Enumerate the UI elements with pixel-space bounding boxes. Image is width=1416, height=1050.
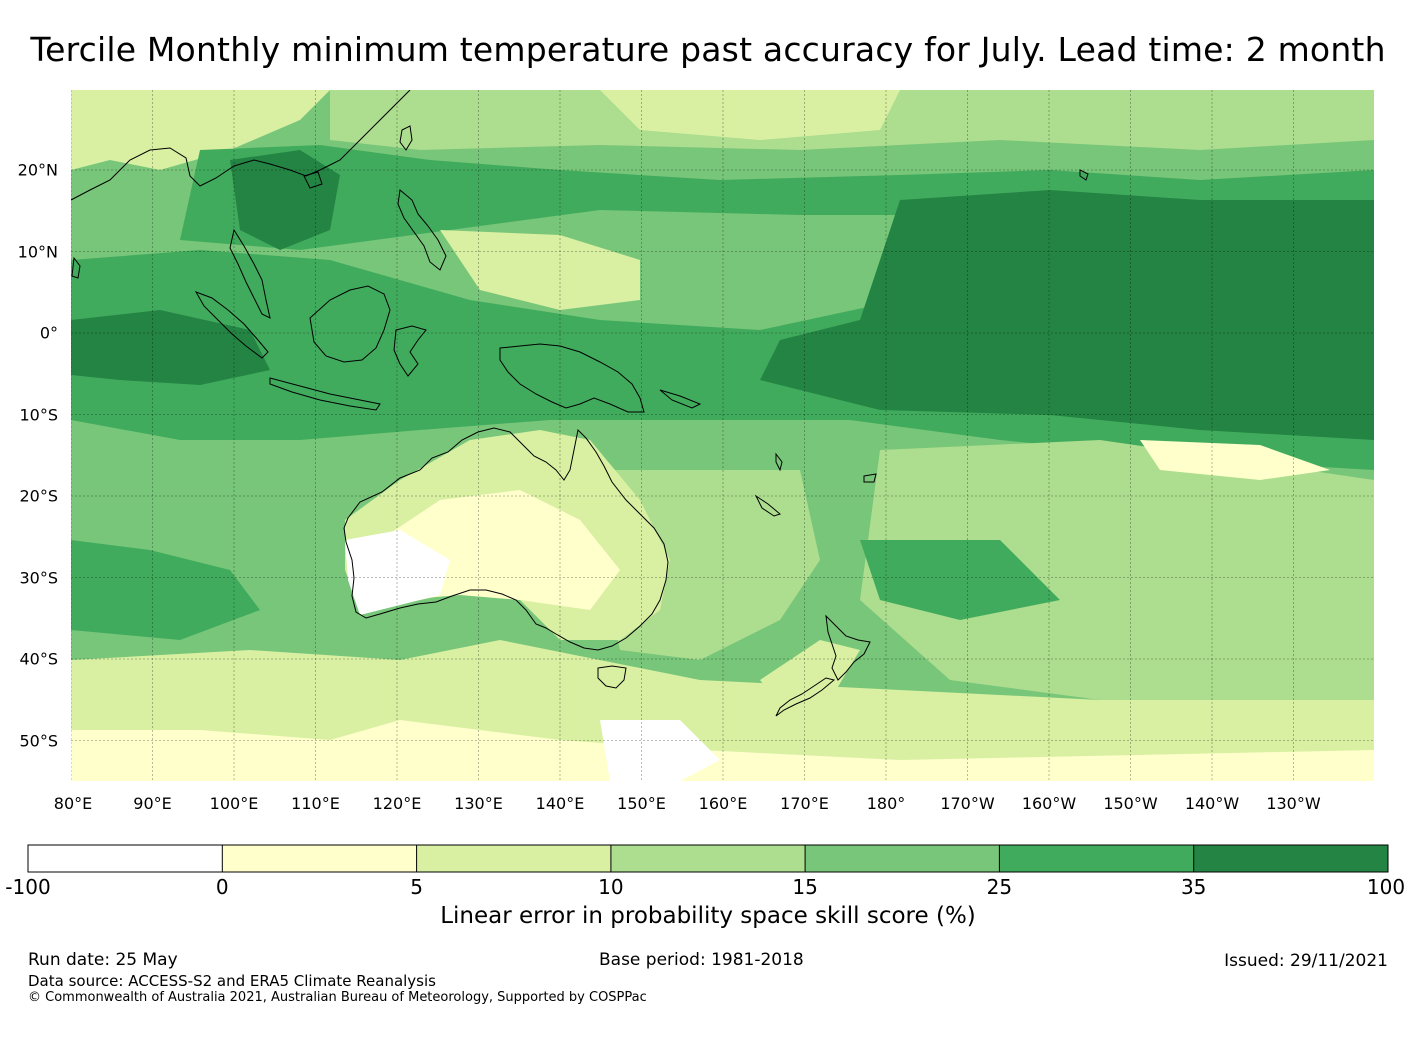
skill-field — [71, 90, 1374, 781]
colorbar-dividers — [221, 845, 1195, 872]
vanuatu-coastline — [775, 452, 783, 472]
graticule — [71, 90, 1374, 781]
skill-region-south-pacific — [860, 440, 1374, 700]
data-source: Data source: ACCESS-S2 and ERA5 Climate … — [28, 972, 436, 990]
lat-label: 30°S — [19, 568, 58, 587]
lon-label: 160°E — [698, 794, 748, 813]
colorbar-tick-label: 35 — [1180, 875, 1207, 899]
malay-peninsula-coastline — [229, 228, 271, 319]
lat-label: 20°N — [17, 160, 58, 180]
philippines-coastline — [397, 189, 447, 271]
map-title: Tercile Monthly minimum temperature past… — [30, 30, 1386, 69]
lat-label: 20°S — [19, 486, 58, 506]
lon-label: 150°E — [617, 794, 666, 813]
sri-lanka-coastline — [71, 256, 81, 279]
colorbar-bin-dark-green — [1193, 845, 1388, 872]
lon-label: 80°E — [53, 794, 93, 813]
colorbar-bin-pale-green — [416, 845, 611, 872]
lon-label: 90°E — [133, 794, 172, 813]
taiwan-coastline — [399, 125, 413, 151]
hainan-coastline — [303, 171, 323, 189]
skill-region-indochina-darkest — [230, 150, 340, 250]
base-period: Base period: 1981-2018 — [599, 950, 804, 970]
new-caledonia-coastline — [754, 494, 782, 517]
lon-label: 110°E — [291, 794, 340, 813]
colorbar-bin-green — [999, 845, 1194, 872]
colorbar-bin-light-green — [610, 845, 806, 872]
sulawesi-coastline — [393, 325, 427, 377]
australia-coastline — [343, 427, 669, 651]
issued-date: Issued: 29/11/2021 — [1224, 951, 1388, 971]
colorbar — [27, 844, 1389, 873]
lat-label: 50°S — [19, 731, 58, 750]
skill-region-western-australia-white — [345, 530, 450, 615]
lon-label: 150°W — [1103, 794, 1158, 813]
lon-label: 140°W — [1184, 794, 1240, 813]
solomon-islands-coastline — [659, 389, 702, 409]
lat-label: 0° — [39, 323, 58, 343]
lat-label: 10°N — [17, 242, 58, 261]
lon-label: 170°W — [940, 794, 995, 813]
skill-region-east-pale — [1140, 440, 1330, 480]
colorbar-frame — [27, 844, 1389, 873]
colorbar-bin-mid-green — [805, 845, 1000, 872]
colorbar-tick-label: 10 — [598, 875, 624, 899]
lon-label: 140°E — [535, 794, 585, 813]
colorbar-tick-label: 5 — [410, 875, 423, 899]
copyright-notice: © Commonwealth of Australia 2021, Austra… — [28, 990, 647, 1005]
colorbar-bin-white — [28, 845, 223, 872]
mainland-asia-coastline — [71, 90, 411, 201]
colorbar-tick-label: -100 — [5, 875, 51, 899]
lon-label: 180° — [866, 794, 906, 813]
skill-region-asia-dark — [180, 145, 1374, 250]
lon-label: 170°E — [780, 794, 829, 813]
new-guinea-coastline — [499, 343, 645, 413]
skill-region-northwest-pale — [71, 90, 330, 170]
new-zealand-south-coastline — [775, 677, 836, 717]
lon-label: 120°E — [372, 794, 422, 813]
colorbar-tick-label: 15 — [792, 875, 818, 899]
colorbar-bin-yellow — [222, 845, 417, 872]
skill-region-wpac-pale — [440, 230, 640, 310]
lon-label: 130°W — [1266, 794, 1321, 813]
lon-label: 130°E — [454, 794, 503, 813]
sumatra-coastline — [194, 291, 269, 359]
skill-region-west-equatorial-darkest — [71, 310, 270, 385]
lon-label: 160°W — [1021, 794, 1077, 813]
skill-region-equatorial-darkest — [760, 190, 1374, 440]
colorbar-label: Linear error in probability space skill … — [440, 903, 976, 929]
skill-region-south-pacific-dark — [860, 540, 1060, 620]
coastlines — [71, 90, 1089, 717]
lon-label: 100°E — [209, 794, 259, 813]
lat-label: 40°S — [19, 649, 58, 669]
hawaii-coastline — [1079, 169, 1089, 181]
colorbar-tick-label: 0 — [215, 875, 229, 899]
tasmania-coastline — [597, 665, 627, 689]
colorbar-tick-label: 100 — [1366, 875, 1406, 899]
skill-region-south-yellow — [71, 720, 1374, 781]
fiji-coastline — [863, 473, 877, 483]
skill-region-south-white — [600, 720, 720, 781]
new-zealand-north-coastline — [825, 614, 871, 681]
colorbar-tick-label: 25 — [986, 875, 1013, 899]
lat-label: 10°S — [19, 405, 58, 424]
skill-region-indian-ocean-dark — [71, 540, 260, 640]
java-coastline — [269, 377, 381, 411]
skill-region-north-pale — [600, 90, 900, 140]
run-date: Run date: 25 May — [28, 950, 178, 970]
borneo-coastline — [309, 285, 391, 363]
